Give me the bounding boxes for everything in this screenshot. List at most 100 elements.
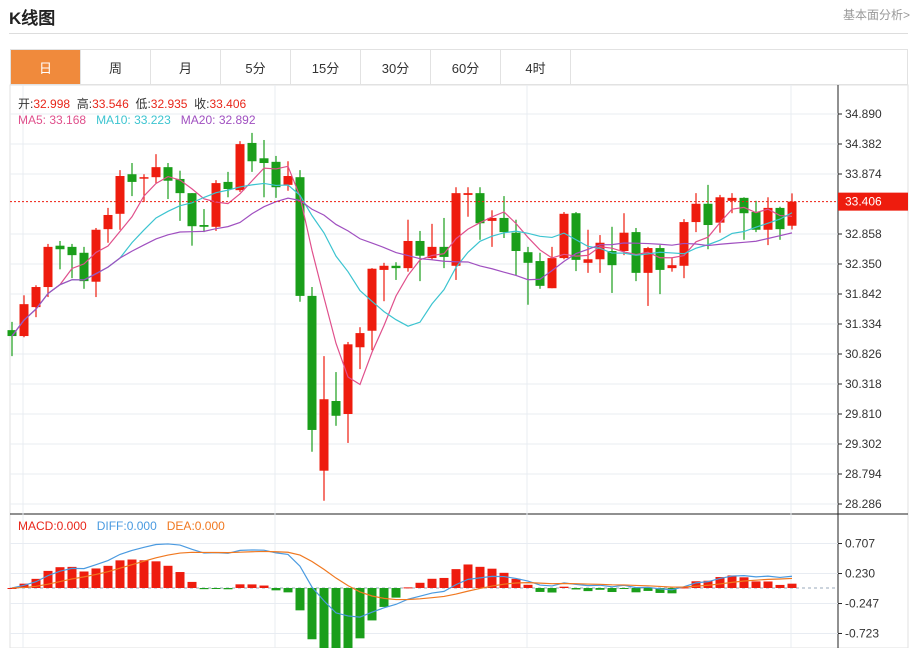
- candle-up: [403, 240, 413, 269]
- candle-down: [439, 246, 449, 257]
- candle-down: [67, 246, 77, 256]
- candle-down: [415, 240, 425, 256]
- candle-up: [91, 229, 101, 282]
- candle-up: [151, 167, 161, 178]
- candle-up: [367, 268, 377, 331]
- candle-down: [7, 330, 17, 337]
- candle-up: [355, 333, 365, 348]
- macd-tick-label: 0.707: [845, 537, 875, 551]
- candle-up: [727, 197, 737, 201]
- macd-bar: [487, 568, 497, 588]
- macd-bar: [247, 584, 257, 588]
- macd-bar: [367, 588, 377, 621]
- chart-frame: [9, 84, 909, 648]
- candle-up: [787, 201, 797, 226]
- macd-bar: [307, 588, 317, 640]
- candle-up: [343, 344, 353, 414]
- candle-down: [79, 252, 89, 282]
- macd-tick-label: -0.247: [845, 597, 879, 611]
- candle-down: [523, 252, 533, 263]
- candle-up: [427, 246, 437, 259]
- tab-30min[interactable]: 30分: [361, 50, 431, 84]
- candle-up: [691, 203, 701, 223]
- candle-down: [391, 265, 401, 269]
- high-label: 高:: [76, 97, 93, 111]
- fundamental-analysis-link[interactable]: 基本面分析>: [842, 8, 910, 22]
- close-label: 收:: [194, 97, 210, 111]
- price-tick-label: 30.826: [845, 347, 882, 361]
- tab-60min[interactable]: 60分: [431, 50, 501, 84]
- candle-down: [655, 248, 665, 270]
- candle-up: [595, 242, 605, 260]
- macd-bar: [91, 568, 101, 588]
- candle-down: [295, 177, 305, 296]
- candle-down: [535, 261, 545, 286]
- price-tick-label: 31.842: [845, 287, 882, 301]
- tab-4h[interactable]: 4时: [501, 50, 571, 84]
- macd-bar: [547, 588, 557, 593]
- macd-bar: [679, 587, 689, 589]
- price-tick-label: 34.382: [845, 137, 882, 151]
- ma20-line: [11, 197, 793, 337]
- candle-down: [739, 197, 749, 214]
- macd-bar: [355, 588, 365, 639]
- candle-up: [379, 265, 389, 270]
- divider: [9, 33, 908, 34]
- open-label: 开:: [18, 97, 34, 111]
- candle-down: [223, 181, 233, 189]
- tab-week[interactable]: 周: [81, 50, 151, 84]
- macd-bar: [703, 580, 713, 588]
- macd-bar: [127, 559, 137, 588]
- macd-bar: [787, 583, 797, 588]
- price-tick-label: 34.890: [845, 107, 882, 121]
- macd-bar: [295, 588, 305, 611]
- price-tick-label: 32.350: [845, 257, 882, 271]
- macd-bar: [319, 588, 329, 648]
- price-tick-label: 31.334: [845, 317, 882, 331]
- macd-bar: [763, 581, 773, 588]
- macd-bar: [751, 581, 761, 588]
- price-tick-label: 28.794: [845, 467, 882, 481]
- macd-bar: [655, 588, 665, 593]
- macd-bar: [115, 560, 125, 588]
- macd-bar: [691, 581, 701, 588]
- macd-bar: [463, 564, 473, 588]
- tab-day[interactable]: 日: [11, 50, 81, 84]
- tab-5min[interactable]: 5分: [221, 50, 291, 84]
- candle-down: [271, 161, 281, 188]
- candle-down: [331, 401, 341, 416]
- candle-down: [247, 142, 257, 162]
- dea-value: DEA:0.000: [166, 519, 225, 533]
- macd-bar: [67, 566, 77, 588]
- candle-up: [619, 232, 629, 252]
- tab-15min[interactable]: 15分: [291, 50, 361, 84]
- macd-bar: [175, 572, 185, 588]
- candle-up: [31, 287, 41, 308]
- candle-up: [103, 214, 113, 230]
- macd-bar: [331, 588, 341, 648]
- candle-up: [211, 183, 221, 227]
- candle-down: [703, 203, 713, 226]
- candle-up: [451, 193, 461, 266]
- macd-bar: [415, 582, 425, 588]
- candle-down: [631, 232, 641, 273]
- candle-up: [583, 259, 593, 263]
- macd-bar: [583, 588, 593, 592]
- low-value: 32.935: [150, 97, 188, 111]
- candle-up: [667, 265, 677, 269]
- macd-bar: [379, 588, 389, 607]
- macd-bar: [595, 588, 605, 590]
- macd-bar: [223, 588, 233, 590]
- macd-bar: [31, 578, 41, 588]
- ma5-value: MA5: 33.168: [18, 113, 87, 127]
- ma20-value: MA20: 32.892: [180, 113, 256, 127]
- tab-month[interactable]: 月: [151, 50, 221, 84]
- high-value: 33.546: [92, 97, 129, 111]
- macd-bar: [739, 577, 749, 588]
- price-tick-label: 29.810: [845, 407, 882, 421]
- candle-down: [259, 158, 269, 164]
- price-tick-label: 29.302: [845, 437, 882, 451]
- ma-readout: MA5: 33.168 MA10: 33.223 MA20: 32.892: [18, 113, 256, 127]
- candle-up: [487, 217, 497, 221]
